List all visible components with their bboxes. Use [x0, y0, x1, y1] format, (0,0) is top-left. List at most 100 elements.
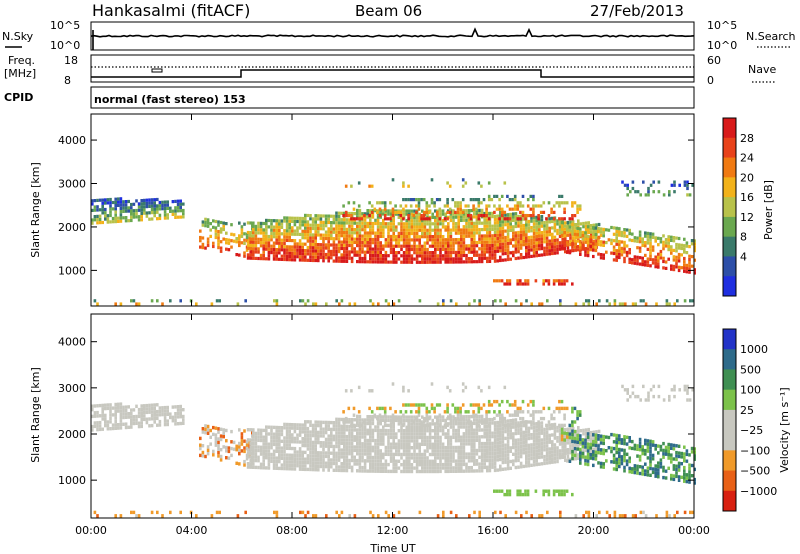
velocity-cell	[272, 459, 276, 464]
velocity-cell	[378, 420, 382, 424]
power-cell	[343, 243, 346, 247]
velocity-cell	[96, 421, 99, 425]
velocity-cell	[309, 447, 312, 451]
power-cell	[582, 221, 585, 226]
velocity-cell	[314, 427, 317, 431]
velocity-cell	[150, 417, 154, 421]
power-cell	[227, 238, 231, 242]
power-cell	[278, 248, 281, 252]
power-cell	[249, 256, 252, 260]
velocity-cell	[348, 448, 351, 452]
power-cell	[615, 249, 618, 253]
velocity-cell	[101, 410, 104, 414]
power-cell	[535, 231, 538, 235]
velocity-cell	[245, 440, 249, 444]
power-cell	[374, 221, 377, 226]
power-cell	[306, 213, 310, 218]
power-cell	[179, 299, 182, 303]
power-cell	[382, 212, 385, 216]
velocity-cell	[503, 423, 507, 428]
power-cell	[382, 218, 385, 222]
power-cell	[537, 214, 540, 218]
velocity-cell	[140, 421, 143, 425]
velocity-cell	[376, 449, 380, 453]
power-cell	[369, 225, 372, 229]
power-cell	[161, 302, 164, 306]
velocity-cell	[259, 462, 263, 466]
power-cell	[654, 239, 657, 243]
velocity-cell	[563, 441, 566, 446]
power-cell	[563, 243, 566, 247]
power-cell	[462, 260, 466, 264]
power-cell	[371, 241, 375, 245]
power-cell	[119, 210, 123, 214]
velocity-cell	[369, 442, 372, 446]
power-cell	[304, 258, 307, 262]
power-cell	[462, 231, 466, 235]
power-cell	[615, 258, 618, 262]
power-cell	[532, 198, 535, 202]
velocity-cell	[439, 415, 442, 419]
velocity-cell	[454, 410, 457, 414]
power-cell	[662, 259, 665, 264]
velocity-cell	[413, 466, 416, 470]
power-cell	[568, 228, 572, 232]
velocity-cell	[530, 450, 533, 454]
velocity-cell	[590, 430, 593, 435]
power-cell	[206, 224, 210, 228]
velocity-cell	[543, 454, 546, 459]
velocity-cell	[327, 461, 330, 465]
power-cell	[592, 242, 595, 246]
power-cell	[527, 248, 531, 252]
power-cell	[348, 211, 351, 216]
power-cell	[337, 224, 341, 228]
power-cell	[488, 231, 492, 235]
power-cell	[631, 180, 635, 184]
power-cell	[387, 238, 390, 242]
velocity-cell	[493, 434, 497, 439]
power-cell	[298, 242, 302, 246]
power-cell	[235, 240, 238, 244]
power-cell	[462, 253, 466, 258]
power-cell	[452, 244, 455, 248]
power-cell	[460, 215, 463, 219]
power-cell	[400, 225, 403, 229]
power-colorbar-swatch	[723, 197, 736, 218]
velocity-cell	[291, 436, 294, 440]
power-cell	[348, 302, 351, 306]
power-cell	[96, 198, 99, 202]
velocity-cell	[488, 431, 492, 435]
power-cell	[478, 237, 481, 241]
power-cell	[285, 245, 289, 249]
velocity-cell	[443, 423, 447, 428]
power-colorbar-tick: 12	[740, 211, 754, 224]
power-cell	[568, 251, 572, 255]
power-cell	[457, 218, 460, 222]
velocity-cell	[322, 464, 325, 469]
velocity-cell	[348, 445, 351, 449]
power-cell	[283, 248, 286, 252]
power-cell	[473, 237, 476, 241]
velocity-cell	[436, 439, 440, 443]
power-cell	[504, 239, 507, 243]
velocity-cell	[522, 437, 525, 441]
power-cell	[246, 221, 250, 225]
power-cell	[517, 246, 520, 251]
velocity-cell	[296, 457, 299, 461]
velocity-cell	[454, 406, 457, 411]
velocity-cell	[285, 456, 289, 461]
velocity-cell	[460, 438, 463, 443]
power-cell	[358, 224, 362, 229]
power-cell	[335, 256, 338, 260]
velocity-cell	[415, 418, 419, 423]
power-cell	[325, 302, 328, 306]
power-cell	[673, 180, 676, 184]
power-cell	[352, 207, 356, 211]
velocity-cell	[526, 410, 530, 414]
velocity-cell	[296, 426, 299, 430]
velocity-cell	[473, 431, 476, 436]
velocity-cell	[127, 405, 130, 409]
power-cell	[500, 210, 504, 214]
velocity-cell	[486, 448, 489, 452]
power-cell	[530, 216, 533, 220]
